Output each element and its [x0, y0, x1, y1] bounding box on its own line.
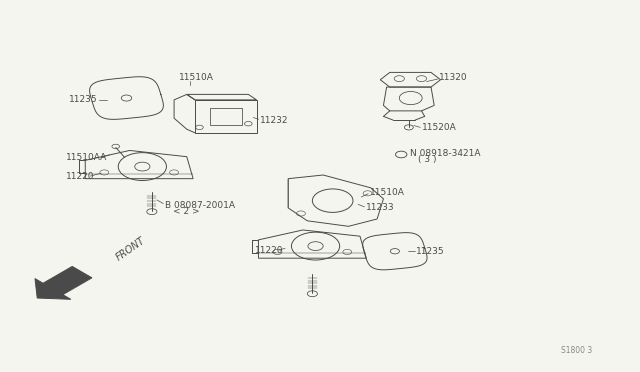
Text: N 08918-3421A: N 08918-3421A: [410, 148, 481, 157]
Text: FRONT: FRONT: [114, 236, 147, 263]
Text: 11233: 11233: [365, 203, 394, 212]
Text: 11510AA: 11510AA: [66, 153, 108, 162]
Text: 11235: 11235: [69, 95, 98, 105]
Text: S1800 3: S1800 3: [561, 346, 593, 355]
Text: 11510A: 11510A: [369, 188, 404, 197]
Text: < 2 >: < 2 >: [173, 207, 200, 216]
Text: 11232: 11232: [260, 116, 288, 125]
Text: 11510A: 11510A: [179, 73, 214, 83]
Text: 11220: 11220: [66, 171, 95, 181]
Text: 11320: 11320: [439, 73, 468, 83]
Text: 11220: 11220: [255, 246, 284, 254]
Text: ( 3 ): ( 3 ): [419, 155, 437, 164]
Text: B 08087-2001A: B 08087-2001A: [164, 201, 235, 209]
Text: 11520A: 11520A: [422, 123, 456, 132]
Polygon shape: [35, 266, 92, 299]
Text: 11235: 11235: [417, 247, 445, 256]
